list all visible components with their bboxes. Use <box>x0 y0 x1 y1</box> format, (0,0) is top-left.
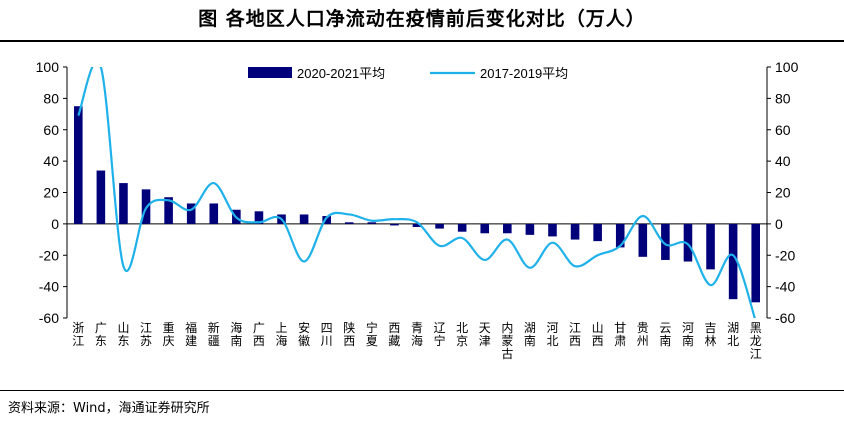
category-label: 福建 <box>185 320 197 348</box>
y-left-tick-label: 100 <box>36 59 60 75</box>
bar-2020-2021 <box>322 216 331 224</box>
bar-2020-2021 <box>751 223 760 303</box>
category-label: 安徽 <box>298 320 310 348</box>
bar-2020-2021 <box>367 222 377 224</box>
category-label: 新疆 <box>208 320 220 348</box>
y-right-tick-label: 100 <box>775 59 799 75</box>
bar-2020-2021 <box>186 203 196 224</box>
y-left-tick-label: 0 <box>51 216 59 232</box>
category-label: 河北 <box>546 321 558 348</box>
bar-2020-2021 <box>96 170 106 224</box>
y-right-tick-label: 80 <box>775 90 791 106</box>
category-label: 西藏 <box>388 321 400 348</box>
y-left-tick-label: 80 <box>43 90 59 106</box>
bar-2020-2021 <box>706 223 715 270</box>
y-left-tick-label: -20 <box>39 247 59 263</box>
category-label: 山西 <box>592 321 604 348</box>
category-label: 陕西 <box>343 320 355 348</box>
y-right-tick-label: 40 <box>775 153 791 169</box>
category-label: 甘肃 <box>614 321 626 348</box>
category-label: 青海 <box>411 321 423 348</box>
y-right-tick-label: 0 <box>775 216 783 232</box>
bar-2020-2021 <box>299 214 309 224</box>
bar-2020-2021 <box>390 223 399 226</box>
y-left-tick-label: 40 <box>43 153 59 169</box>
category-label: 贵州 <box>637 321 649 348</box>
category-label: 宁夏 <box>366 320 378 348</box>
bar-2020-2021 <box>593 223 602 242</box>
bar-2020-2021 <box>683 223 693 262</box>
bar-2020-2021 <box>254 211 264 224</box>
category-label: 广东 <box>95 321 107 348</box>
bar-2020-2021 <box>164 197 173 224</box>
category-label: 四川 <box>321 321 333 348</box>
legend-label-line: 2017-2019平均 <box>480 66 568 81</box>
bar-2020-2021 <box>638 223 648 257</box>
y-left-tick-label: 20 <box>43 185 59 201</box>
line-2017-2019 <box>77 67 756 318</box>
category-label: 上海 <box>276 321 288 348</box>
chart-title: 图 各地区人口净流动在疫情前后变化对比（万人） <box>198 8 646 30</box>
bar-2020-2021 <box>503 223 512 234</box>
y-right-tick-label: -20 <box>775 247 795 263</box>
category-label: 内蒙古 <box>501 321 513 361</box>
category-label: 江苏 <box>140 321 152 348</box>
chart: -60 -40 -20 0 20 40 60 80 100 -60 -40 -20 0 20 40 60 80 1… <box>36 59 799 361</box>
bar-2020-2021 <box>728 223 738 300</box>
bar-2020-2021 <box>615 223 625 248</box>
category-label: 浙江 <box>72 321 84 348</box>
category-label: 黑龙江 <box>750 321 762 361</box>
category-label: 河南 <box>682 321 694 348</box>
bar-2020-2021 <box>525 223 535 235</box>
category-label: 湖南 <box>524 320 536 348</box>
category-label: 山东 <box>117 321 129 348</box>
bar-2020-2021 <box>480 223 490 234</box>
category-label: 吉林 <box>705 321 717 348</box>
source-note: 资料来源：Wind，海通证券研究所 <box>8 401 210 416</box>
bar-2020-2021 <box>570 223 580 240</box>
title-rule <box>0 40 844 42</box>
category-label: 广西 <box>253 321 265 348</box>
category-label: 江西 <box>569 321 581 348</box>
category-label: 云南 <box>659 321 671 348</box>
bar-2020-2021 <box>119 183 128 224</box>
category-label: 北京 <box>456 321 468 348</box>
category-label: 辽宁 <box>434 321 446 348</box>
category-label: 重庆 <box>163 321 175 348</box>
bar-2020-2021 <box>457 223 467 232</box>
y-right-tick-label: -40 <box>775 279 795 295</box>
legend-swatch-bar <box>248 67 292 78</box>
category-label: 天津 <box>479 321 491 348</box>
category-label: 湖北 <box>727 320 739 348</box>
y-right-tick-label: -60 <box>775 310 795 326</box>
bar-2020-2021 <box>661 223 670 260</box>
bar-2020-2021 <box>548 223 557 237</box>
y-right-tick-label: 60 <box>775 122 791 138</box>
bar-2020-2021 <box>435 223 444 229</box>
y-right-tick-label: 20 <box>775 185 791 201</box>
y-left-tick-label: -40 <box>39 279 59 295</box>
title-bar: 图 各地区人口净流动在疫情前后变化对比（万人） <box>0 0 844 44</box>
source-rule <box>0 390 844 391</box>
bar-2020-2021 <box>74 106 83 224</box>
y-left-tick-label: -60 <box>39 310 59 326</box>
bar-2020-2021 <box>209 203 219 224</box>
bar-2020-2021 <box>344 222 354 224</box>
bar-2020-2021 <box>412 223 422 228</box>
y-left-tick-label: 60 <box>43 122 59 138</box>
legend-label-bar: 2020-2021平均 <box>297 66 385 81</box>
category-label: 海南 <box>230 320 242 348</box>
